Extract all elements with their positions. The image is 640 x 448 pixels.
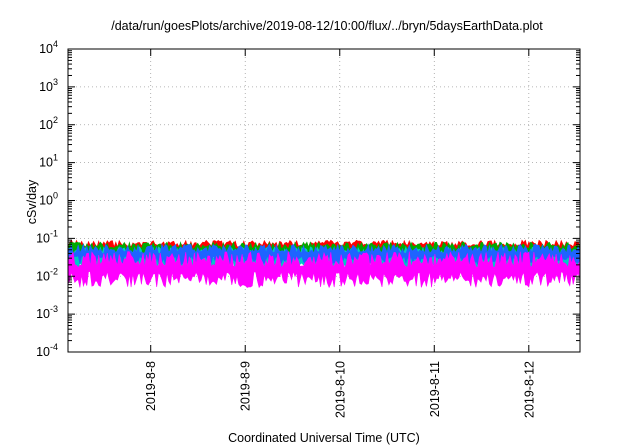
x-tick-label: 2019-8-10: [333, 361, 347, 418]
y-tick-label: 10-1: [36, 228, 58, 245]
y-tick-label: 101: [39, 153, 58, 170]
y-tick-label: 102: [39, 115, 58, 132]
x-tick-label: 2019-8-11: [428, 361, 442, 417]
x-tick-label: 2019-8-12: [522, 361, 536, 418]
y-tick-exponent: 0: [53, 191, 58, 201]
y-tick-exponent: 2: [53, 115, 58, 125]
y-tick-exponent: -3: [50, 304, 58, 314]
grid-lines: [68, 49, 580, 352]
series-layer: [67, 239, 581, 289]
x-axis: 2019-8-8 2019-8-9 2019-8-10 2019-8-11 2019-8…: [144, 49, 536, 418]
y-tick-label: 10-3: [36, 304, 58, 321]
y-tick-label: 104: [39, 39, 58, 56]
x-tick-label: 2019-8-8: [144, 361, 158, 411]
y-tick-exponent: 3: [53, 77, 58, 87]
chart-title: /data/run/goesPlots/archive/2019-08-12/1…: [111, 19, 543, 33]
y-tick-exponent: -2: [50, 266, 58, 276]
y-axis-label: cSv/day: [25, 179, 39, 224]
y-tick-label: 100: [39, 191, 58, 208]
x-tick-label: 2019-8-9: [239, 361, 253, 411]
y-tick-exponent: 1: [53, 153, 58, 163]
x-axis-label: Coordinated Universal Time (UTC): [228, 431, 420, 445]
y-tick-label: 103: [39, 77, 58, 94]
y-tick-exponent: -4: [50, 342, 58, 352]
y-tick-label: 10-4: [36, 342, 58, 359]
y-tick-label: 10-2: [36, 266, 58, 283]
y-tick-exponent: 4: [53, 39, 58, 49]
y-tick-exponent: -1: [50, 228, 58, 238]
